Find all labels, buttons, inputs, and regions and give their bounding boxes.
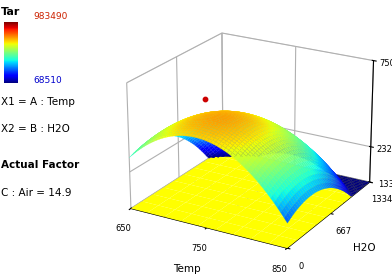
Text: C : Air = 14.9: C : Air = 14.9 bbox=[1, 188, 72, 198]
Text: Actual Factor: Actual Factor bbox=[1, 160, 79, 170]
Text: X2 = B : H2O: X2 = B : H2O bbox=[1, 124, 70, 134]
Text: 68510: 68510 bbox=[33, 76, 62, 85]
Text: 983490: 983490 bbox=[33, 12, 68, 22]
Text: Tar: Tar bbox=[1, 7, 20, 17]
Y-axis label: H2O: H2O bbox=[353, 243, 375, 253]
X-axis label: Temp: Temp bbox=[172, 264, 200, 274]
Text: X1 = A : Temp: X1 = A : Temp bbox=[1, 97, 75, 107]
